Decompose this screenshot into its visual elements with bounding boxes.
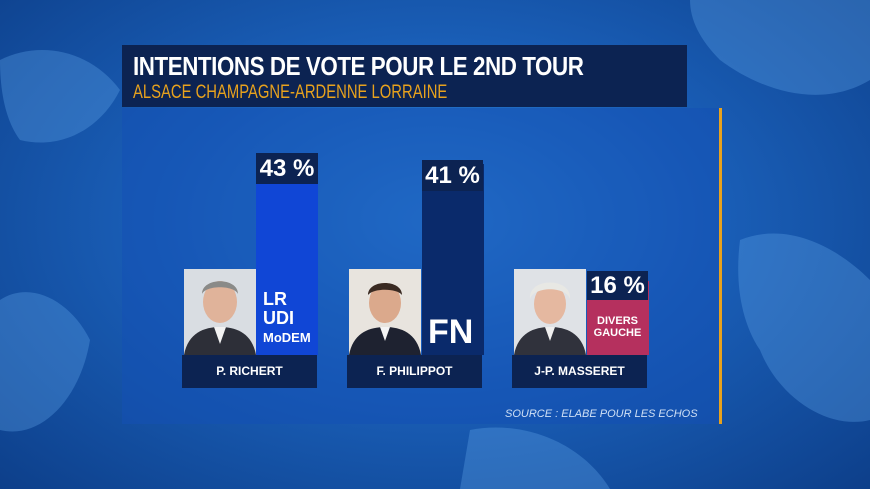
candidate-name-masseret: J-P. MASSERET — [512, 355, 647, 388]
party-label-richert: LR UDI MoDEM — [263, 290, 311, 347]
party-label-masseret: DIVERS GAUCHE — [587, 315, 648, 339]
candidate-name-richert: P. RICHERT — [182, 355, 317, 388]
candidate-photo-philippot — [349, 269, 421, 355]
party-gauche: GAUCHE — [593, 327, 642, 339]
party-label-philippot: FN — [428, 313, 474, 351]
bar-richert — [256, 155, 318, 355]
candidate-photo-masseret — [514, 269, 586, 355]
accent-line — [719, 108, 722, 424]
value-label-philippot: 41 % — [422, 160, 483, 191]
chart-subtitle: ALSACE CHAMPAGNE-ARDENNE LORRAINE — [133, 82, 448, 103]
chart-title: INTENTIONS DE VOTE POUR LE 2ND TOUR — [133, 51, 584, 81]
party-divers: DIVERS — [597, 315, 638, 327]
party-udi: UDI — [263, 308, 294, 328]
value-label-masseret: 16 % — [587, 271, 648, 300]
source-note: SOURCE : ELABE POUR LES ECHOS — [505, 408, 698, 420]
candidate-name-philippot: F. PHILIPPOT — [347, 355, 482, 388]
value-label-richert: 43 % — [256, 153, 318, 184]
candidate-photo-richert — [184, 269, 256, 355]
party-lr: LR — [263, 289, 287, 309]
title-box: INTENTIONS DE VOTE POUR LE 2ND TOUR ALSA… — [122, 45, 687, 107]
party-modem: MoDEM — [263, 330, 311, 345]
bar-philippot — [422, 164, 484, 355]
